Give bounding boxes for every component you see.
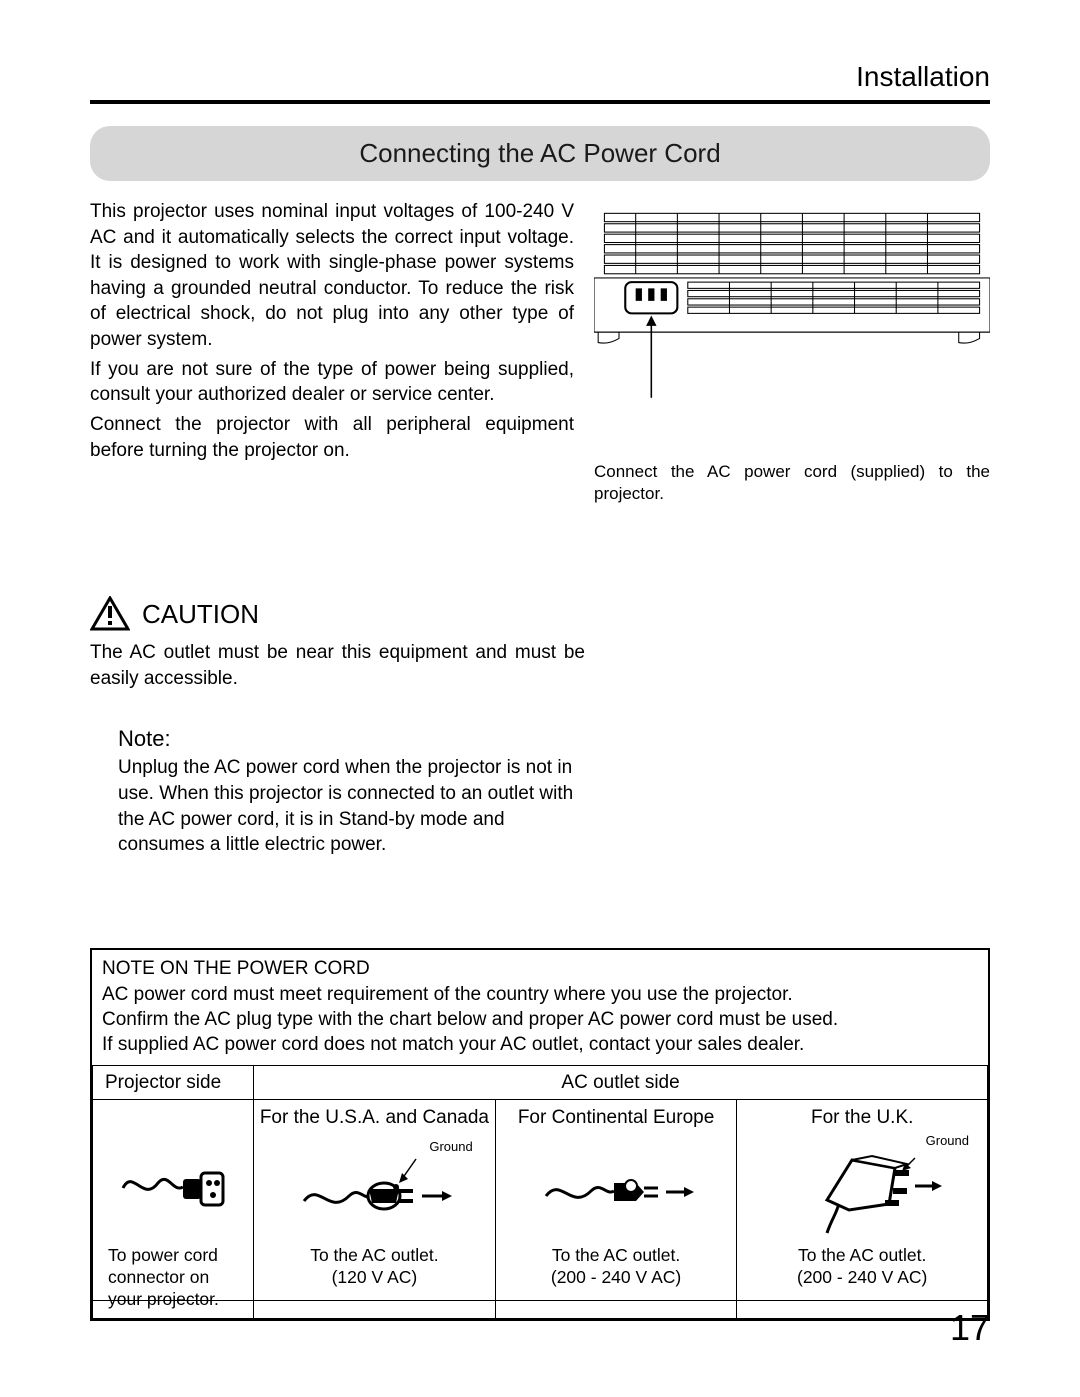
plug-europe-icon	[536, 1141, 696, 1236]
intro-p2: If you are not sure of the type of power…	[90, 357, 574, 408]
ground-label-usa: Ground	[429, 1138, 472, 1156]
page-number: 17	[950, 1304, 990, 1353]
cell-projector-side: To power cord connector on your projecto…	[93, 1100, 254, 1318]
cell-usa-label: For the U.S.A. and Canada	[255, 1101, 494, 1133]
intro-p1: This projector uses nominal input voltag…	[90, 199, 574, 353]
th-projector-side: Projector side	[93, 1065, 254, 1100]
cell-usa: For the U.S.A. and Canada Ground	[254, 1100, 496, 1318]
diagram-caption: Connect the AC power cord (supplied) to …	[594, 461, 990, 507]
plug-caption-usa-1: To the AC outlet.	[263, 1245, 486, 1267]
plug-caption-uk-1: To the AC outlet.	[746, 1245, 978, 1267]
plug-caption-eu-2: (200 - 240 V AC)	[505, 1267, 728, 1289]
plug-projector-icon	[113, 1143, 233, 1233]
plug-uk-icon	[777, 1138, 947, 1238]
footer-divider	[90, 1300, 990, 1301]
section-divider	[90, 100, 990, 104]
page-title: Connecting the AC Power Cord	[90, 126, 990, 181]
cell-europe: For Continental Europe T	[495, 1100, 737, 1318]
note-body: Unplug the AC power cord when the projec…	[118, 755, 586, 858]
plug-caption-usa-2: (120 V AC)	[263, 1267, 486, 1289]
section-label: Installation	[90, 58, 990, 100]
cell-uk: For the U.K. Ground	[737, 1100, 988, 1318]
diagram-column: Connect the AC power cord (supplied) to …	[594, 199, 990, 507]
caution-body: The AC outlet must be near this equipmen…	[90, 640, 585, 691]
intro-p3: Connect the projector with all periphera…	[90, 412, 574, 463]
plug-caption-eu-1: To the AC outlet.	[505, 1245, 728, 1267]
power-cord-box: NOTE ON THE POWER CORD AC power cord mus…	[90, 948, 990, 1321]
cord-table: Projector side AC outlet side	[92, 1065, 988, 1319]
cord-note-heading: NOTE ON THE POWER CORD	[92, 950, 988, 982]
caution-label: CAUTION	[142, 597, 259, 632]
projector-diagram	[594, 205, 990, 403]
th-outlet-side: AC outlet side	[254, 1065, 988, 1100]
cell-europe-label: For Continental Europe	[497, 1101, 736, 1133]
cord-note-line1: AC power cord must meet requirement of t…	[102, 982, 978, 1007]
intro-column: This projector uses nominal input voltag…	[90, 199, 574, 467]
cord-note-line2: Confirm the AC plug type with the chart …	[102, 1007, 978, 1032]
cord-note-line3: If supplied AC power cord does not match…	[102, 1032, 978, 1057]
plug-caption-projector: To power cord connector on your projecto…	[94, 1243, 252, 1317]
caution-triangle-icon	[90, 596, 130, 632]
ground-label-uk: Ground	[926, 1132, 969, 1150]
cell-uk-label: For the U.K.	[738, 1101, 986, 1133]
plug-caption-uk-2: (200 - 240 V AC)	[746, 1267, 978, 1289]
note-label: Note:	[118, 724, 586, 754]
